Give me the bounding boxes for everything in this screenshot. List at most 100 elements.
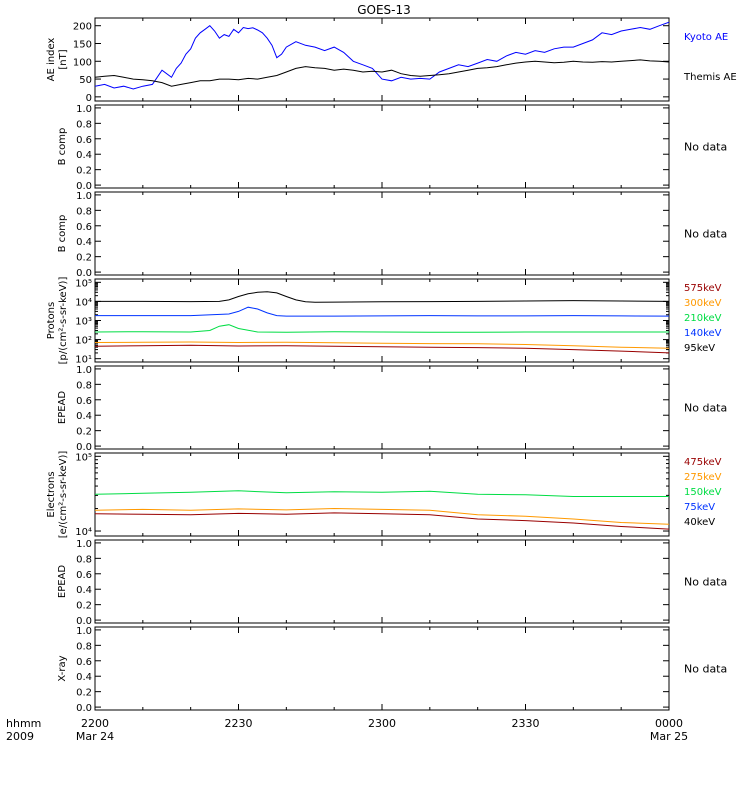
y-axis-label: [nT] bbox=[58, 49, 69, 69]
legend-entry-275kev: 275keV bbox=[684, 472, 722, 483]
y-tick-label: 0.0 bbox=[76, 703, 92, 714]
y-tick-label: 0.6 bbox=[76, 570, 92, 581]
y-tick-label: 50 bbox=[79, 75, 92, 86]
y-tick-label: 0.4 bbox=[76, 585, 92, 596]
y-tick-label: 0.8 bbox=[76, 380, 92, 391]
legend-entry-95kev: 95keV bbox=[684, 343, 715, 354]
y-tick-label: 0.0 bbox=[76, 268, 92, 279]
y-tick-label: 0.8 bbox=[76, 554, 92, 565]
legend-entry-kyoto-ae: Kyoto AE bbox=[684, 32, 728, 43]
legend-entry-150kev: 150keV bbox=[684, 487, 722, 498]
panel-frame bbox=[94, 191, 670, 276]
x-axis-label-hhmm: hhmm bbox=[6, 717, 41, 730]
y-tick-label: 0.0 bbox=[76, 442, 92, 453]
y-axis-label: [p/(cm²-s-sr-keV)] bbox=[58, 277, 69, 365]
x-tick-label: 2230 bbox=[225, 717, 253, 730]
y-tick-label: 0.6 bbox=[76, 135, 92, 146]
y-tick-label: 0.6 bbox=[76, 222, 92, 233]
y-axis-label: [e/(cm²-s-sr-keV)] bbox=[58, 451, 69, 539]
series-line-150kev bbox=[95, 490, 669, 497]
y-axis-label: Protons bbox=[46, 302, 57, 339]
y-tick-label: 0.2 bbox=[76, 601, 92, 612]
y-axis-label: Electrons bbox=[46, 471, 57, 517]
legend-entry-575kev: 575keV bbox=[684, 283, 722, 294]
chart-title: GOES-13 bbox=[357, 3, 411, 17]
y-axis-label: B comp bbox=[57, 128, 68, 166]
no-data-label: No data bbox=[684, 402, 727, 415]
y-tick-label: 200 bbox=[73, 22, 92, 33]
y-tick-label: 1.0 bbox=[76, 539, 92, 550]
x-tick-date-label: Mar 24 bbox=[76, 730, 114, 743]
y-tick-label: 10¹ bbox=[75, 355, 92, 366]
y-axis-label: EPEAD bbox=[57, 391, 68, 425]
y-tick-label: 1.0 bbox=[76, 104, 92, 115]
no-data-label: No data bbox=[684, 576, 727, 589]
y-tick-label: 0.6 bbox=[76, 396, 92, 407]
panel-frame bbox=[94, 17, 670, 102]
y-tick-label: 0.2 bbox=[76, 427, 92, 438]
y-axis-label: X-ray bbox=[57, 655, 68, 681]
series-line-475kev bbox=[95, 512, 669, 530]
x-tick-label: 0000 bbox=[655, 717, 683, 730]
y-axis-label: B comp bbox=[57, 215, 68, 253]
panel-3: 0.0 0.2 0.4 0.6 0.8 1.0 B comp No data bbox=[57, 191, 727, 279]
no-data-label: No data bbox=[684, 141, 727, 154]
y-tick-label: 10⁴ bbox=[75, 527, 92, 538]
series-line-kyoto-ae bbox=[95, 21, 669, 90]
panel-7: 0.0 0.2 0.4 0.6 0.8 1.0 EPEAD No data bbox=[57, 539, 727, 627]
series-line-140kev bbox=[95, 306, 669, 317]
no-data-label: No data bbox=[684, 228, 727, 241]
x-tick-label: 2330 bbox=[512, 717, 540, 730]
legend-entry-475kev: 475keV bbox=[684, 457, 722, 468]
legend-entry-210kev: 210keV bbox=[684, 313, 722, 324]
panel-4: 10¹ 10² 10³ 10⁴ 10⁵ Protons [p/(cm²-s-sr-keV)]… bbox=[46, 277, 722, 366]
y-axis-label: EPEAD bbox=[57, 565, 68, 599]
x-axis-label-year: 2009 bbox=[6, 730, 34, 743]
y-tick-label: 0 bbox=[86, 93, 92, 104]
y-tick-label: 1.0 bbox=[76, 365, 92, 376]
y-tick-label: 0.2 bbox=[76, 688, 92, 699]
y-tick-label: 150 bbox=[73, 39, 92, 50]
panel-2: 0.0 0.2 0.4 0.6 0.8 1.0 B comp No data bbox=[57, 104, 727, 192]
y-tick-label: 0.0 bbox=[76, 616, 92, 627]
y-tick-label: 0.6 bbox=[76, 657, 92, 668]
y-tick-label: 0.4 bbox=[76, 237, 92, 248]
legend-entry-75kev: 75keV bbox=[684, 502, 715, 513]
panel-frame bbox=[94, 539, 670, 624]
panel-frame bbox=[94, 104, 670, 189]
y-tick-label: 0.4 bbox=[76, 150, 92, 161]
panel-8: 0.0 0.2 0.4 0.6 0.8 1.0 X-ray No data bbox=[57, 626, 727, 714]
series-line-575kev bbox=[95, 344, 669, 354]
series-line-95kev bbox=[95, 291, 669, 303]
y-tick-label: 10⁵ bbox=[75, 278, 92, 289]
y-tick-label: 0.8 bbox=[76, 641, 92, 652]
series-line-210kev bbox=[95, 324, 669, 333]
series-line-275kev bbox=[95, 507, 669, 525]
series-line-300kev bbox=[95, 341, 669, 349]
y-tick-label: 1.0 bbox=[76, 626, 92, 637]
x-tick-label: 2300 bbox=[368, 717, 396, 730]
panel-frame bbox=[94, 365, 670, 450]
panel-1: 0 50 100 150 200 AE index [nT] Kyoto AE Themis A… bbox=[46, 17, 737, 104]
y-tick-label: 0.2 bbox=[76, 166, 92, 177]
y-tick-label: 1.0 bbox=[76, 191, 92, 202]
y-tick-label: 0.8 bbox=[76, 119, 92, 130]
legend-entry-300kev: 300keV bbox=[684, 298, 722, 309]
legend-entry-themis-ae: Themis AE bbox=[683, 72, 737, 83]
y-tick-label: 10³ bbox=[75, 317, 92, 328]
y-tick-label: 0.4 bbox=[76, 672, 92, 683]
y-tick-label: 0.4 bbox=[76, 411, 92, 422]
y-tick-label: 10² bbox=[75, 336, 92, 347]
panel-6: 10⁴ 10⁵ Electrons [e/(cm²-s-sr-keV)] 475keV 2… bbox=[46, 451, 722, 539]
x-tick-label: 2200 bbox=[81, 717, 109, 730]
y-tick-label: 10⁵ bbox=[75, 452, 92, 463]
y-axis-label: AE index bbox=[46, 38, 57, 82]
panel-frame bbox=[94, 626, 670, 711]
y-tick-label: 0.0 bbox=[76, 181, 92, 192]
y-tick-label: 0.8 bbox=[76, 206, 92, 217]
y-tick-label: 0.2 bbox=[76, 253, 92, 264]
legend-entry-140kev: 140keV bbox=[684, 328, 722, 339]
no-data-label: No data bbox=[684, 663, 727, 676]
series-line-themis-ae bbox=[95, 59, 669, 87]
legend-entry-40kev: 40keV bbox=[684, 517, 715, 528]
